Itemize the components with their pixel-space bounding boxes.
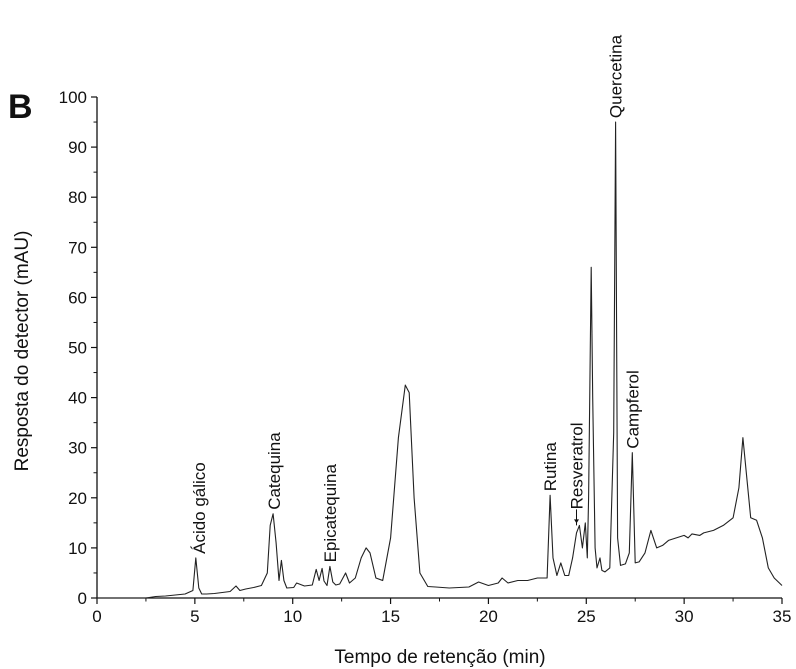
resveratrol-arrowhead (574, 519, 579, 524)
y-tick-label: 30 (68, 439, 87, 458)
x-tick-label: 5 (190, 607, 199, 626)
peak-label: Campferol (623, 370, 642, 448)
y-tick-label: 80 (68, 188, 87, 207)
x-tick-label: 0 (92, 607, 101, 626)
peak-label: Epicatequina (321, 464, 340, 563)
x-tick-label: 35 (773, 607, 792, 626)
panel-label: B (8, 88, 33, 126)
x-tick-label: 10 (283, 607, 302, 626)
y-tick-label: 100 (59, 88, 87, 107)
y-tick-label: 20 (68, 489, 87, 508)
x-axis-title: Tempo de retenção (min) (334, 647, 545, 668)
y-tick-label: 0 (78, 589, 87, 608)
peak-label: Rutina (541, 442, 560, 492)
peak-label: Ácido gálico (190, 462, 209, 554)
chromatogram-trace (97, 121, 783, 599)
peak-label: Quercetina (607, 34, 626, 118)
x-tick-label: 25 (577, 607, 596, 626)
y-tick-label: 50 (68, 339, 87, 358)
y-tick-label: 90 (68, 138, 87, 157)
peak-label: Catequina (265, 432, 284, 510)
peak-label: Resveratrol (568, 422, 587, 509)
x-tick-label: 15 (381, 607, 400, 626)
y-tick-label: 40 (68, 389, 87, 408)
y-tick-label: 60 (68, 288, 87, 307)
y-tick-label: 70 (68, 238, 87, 257)
x-tick-label: 30 (675, 607, 694, 626)
y-axis-title: Resposta do detector (mAU) (12, 231, 33, 472)
x-tick-label: 20 (479, 607, 498, 626)
peak-annotations: Ácido gálico Catequina Epicatequina Rutina R… (190, 34, 642, 563)
y-tick-label: 10 (68, 539, 87, 558)
ticks: 0 5 10 15 20 25 30 35 0 10 20 30 40 50 60 70 80 90 100 (59, 88, 792, 626)
